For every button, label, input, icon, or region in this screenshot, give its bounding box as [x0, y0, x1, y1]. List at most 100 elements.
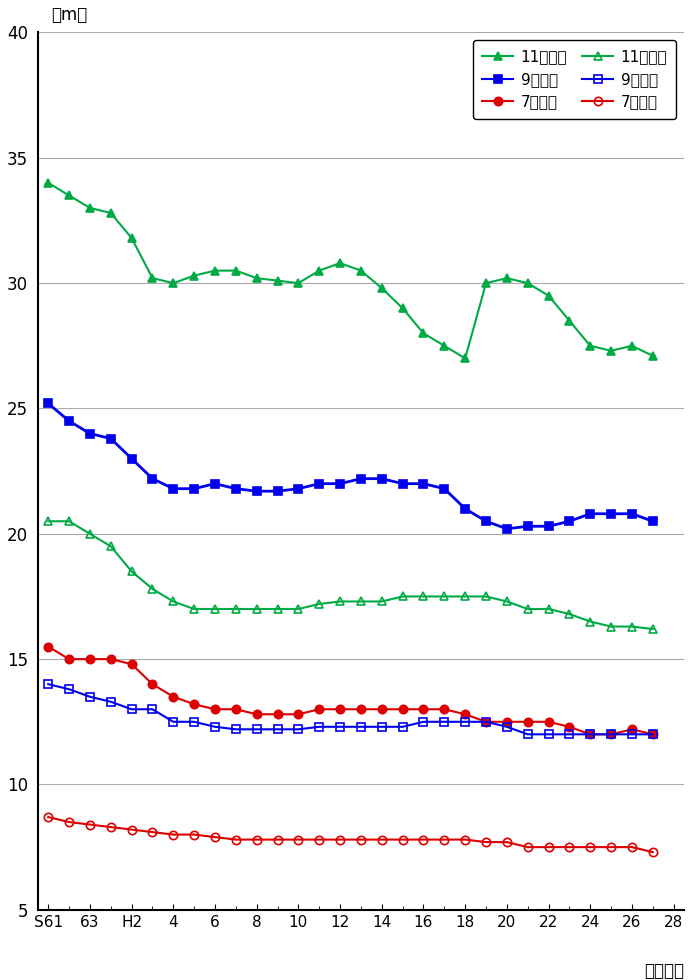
9歳男子	[127, 453, 136, 465]
7歳女子	[399, 834, 407, 846]
7歳男子	[628, 723, 636, 735]
9歳女子	[378, 721, 386, 733]
11歳男子	[482, 277, 490, 289]
7歳男子	[107, 654, 115, 665]
11歳女子	[232, 603, 240, 614]
7歳女子	[586, 841, 594, 853]
7歳女子	[545, 841, 553, 853]
11歳女子	[148, 583, 156, 595]
11歳女子	[107, 540, 115, 552]
11歳女子	[86, 528, 94, 540]
9歳男子	[628, 508, 636, 519]
9歳女子	[440, 716, 448, 728]
11歳男子	[211, 265, 219, 276]
11歳女子	[169, 596, 177, 608]
Text: （m）: （m）	[51, 6, 87, 24]
11歳男子	[148, 272, 156, 284]
7歳女子	[190, 829, 199, 841]
9歳男子	[440, 483, 448, 495]
9歳男子	[502, 523, 511, 535]
11歳男子	[315, 265, 323, 276]
9歳女子	[44, 678, 53, 690]
9歳女子	[65, 683, 73, 695]
9歳女子	[127, 704, 136, 715]
7歳男子	[648, 728, 657, 740]
7歳男子	[294, 709, 302, 720]
7歳男子	[211, 704, 219, 715]
7歳女子	[461, 834, 469, 846]
9歳男子	[461, 503, 469, 514]
7歳女子	[502, 836, 511, 848]
11歳男子	[44, 177, 53, 189]
7歳女子	[127, 824, 136, 836]
9歳男子	[273, 485, 282, 497]
9歳女子	[545, 728, 553, 740]
9歳女子	[190, 716, 199, 728]
11歳男子	[524, 277, 532, 289]
7歳女子	[107, 821, 115, 833]
11歳男子	[607, 345, 615, 357]
Line: 11歳男子: 11歳男子	[44, 178, 657, 363]
7歳男子	[565, 721, 574, 733]
7歳女子	[148, 826, 156, 838]
11歳女子	[648, 623, 657, 635]
7歳女子	[419, 834, 428, 846]
11歳女子	[44, 515, 53, 527]
11歳男子	[628, 340, 636, 352]
9歳男子	[648, 515, 657, 527]
11歳女子	[461, 591, 469, 603]
9歳女子	[482, 716, 490, 728]
9歳女子	[336, 721, 344, 733]
7歳女子	[273, 834, 282, 846]
7歳男子	[482, 716, 490, 728]
11歳男子	[127, 232, 136, 244]
11歳男子	[419, 327, 428, 339]
9歳女子	[294, 723, 302, 735]
7歳男子	[169, 691, 177, 703]
7歳男子	[44, 641, 53, 653]
9歳男子	[482, 515, 490, 527]
11歳男子	[336, 257, 344, 269]
9歳男子	[545, 520, 553, 532]
9歳男子	[524, 520, 532, 532]
11歳女子	[607, 620, 615, 632]
7歳女子	[232, 834, 240, 846]
11歳男子	[107, 207, 115, 219]
11歳女子	[336, 596, 344, 608]
7歳女子	[65, 816, 73, 828]
9歳男子	[107, 432, 115, 444]
Text: （年度）: （年度）	[644, 962, 684, 980]
7歳男子	[273, 709, 282, 720]
9歳女子	[502, 721, 511, 733]
9歳女子	[461, 716, 469, 728]
9歳男子	[148, 472, 156, 484]
Line: 11歳女子: 11歳女子	[44, 517, 657, 633]
11歳女子	[211, 603, 219, 614]
9歳男子	[169, 483, 177, 495]
7歳男子	[607, 728, 615, 740]
7歳男子	[127, 659, 136, 670]
Line: 7歳女子: 7歳女子	[44, 812, 657, 857]
7歳男子	[586, 728, 594, 740]
7歳男子	[315, 704, 323, 715]
11歳女子	[440, 591, 448, 603]
7歳女子	[378, 834, 386, 846]
11歳男子	[461, 353, 469, 365]
11歳女子	[545, 603, 553, 614]
7歳男子	[524, 716, 532, 728]
9歳女子	[399, 721, 407, 733]
9歳男子	[419, 478, 428, 490]
11歳男子	[273, 274, 282, 286]
9歳男子	[294, 483, 302, 495]
11歳男子	[86, 202, 94, 214]
7歳女子	[440, 834, 448, 846]
7歳女子	[44, 811, 53, 823]
11歳男子	[169, 277, 177, 289]
9歳女子	[232, 723, 240, 735]
9歳男子	[357, 472, 365, 484]
9歳男子	[190, 483, 199, 495]
9歳男子	[211, 478, 219, 490]
Legend: 11歳男子, 9歳男子, 7歳男子, 11歳女子, 9歳女子, 7歳女子: 11歳男子, 9歳男子, 7歳男子, 11歳女子, 9歳女子, 7歳女子	[473, 40, 677, 119]
11歳女子	[524, 603, 532, 614]
9歳女子	[148, 704, 156, 715]
